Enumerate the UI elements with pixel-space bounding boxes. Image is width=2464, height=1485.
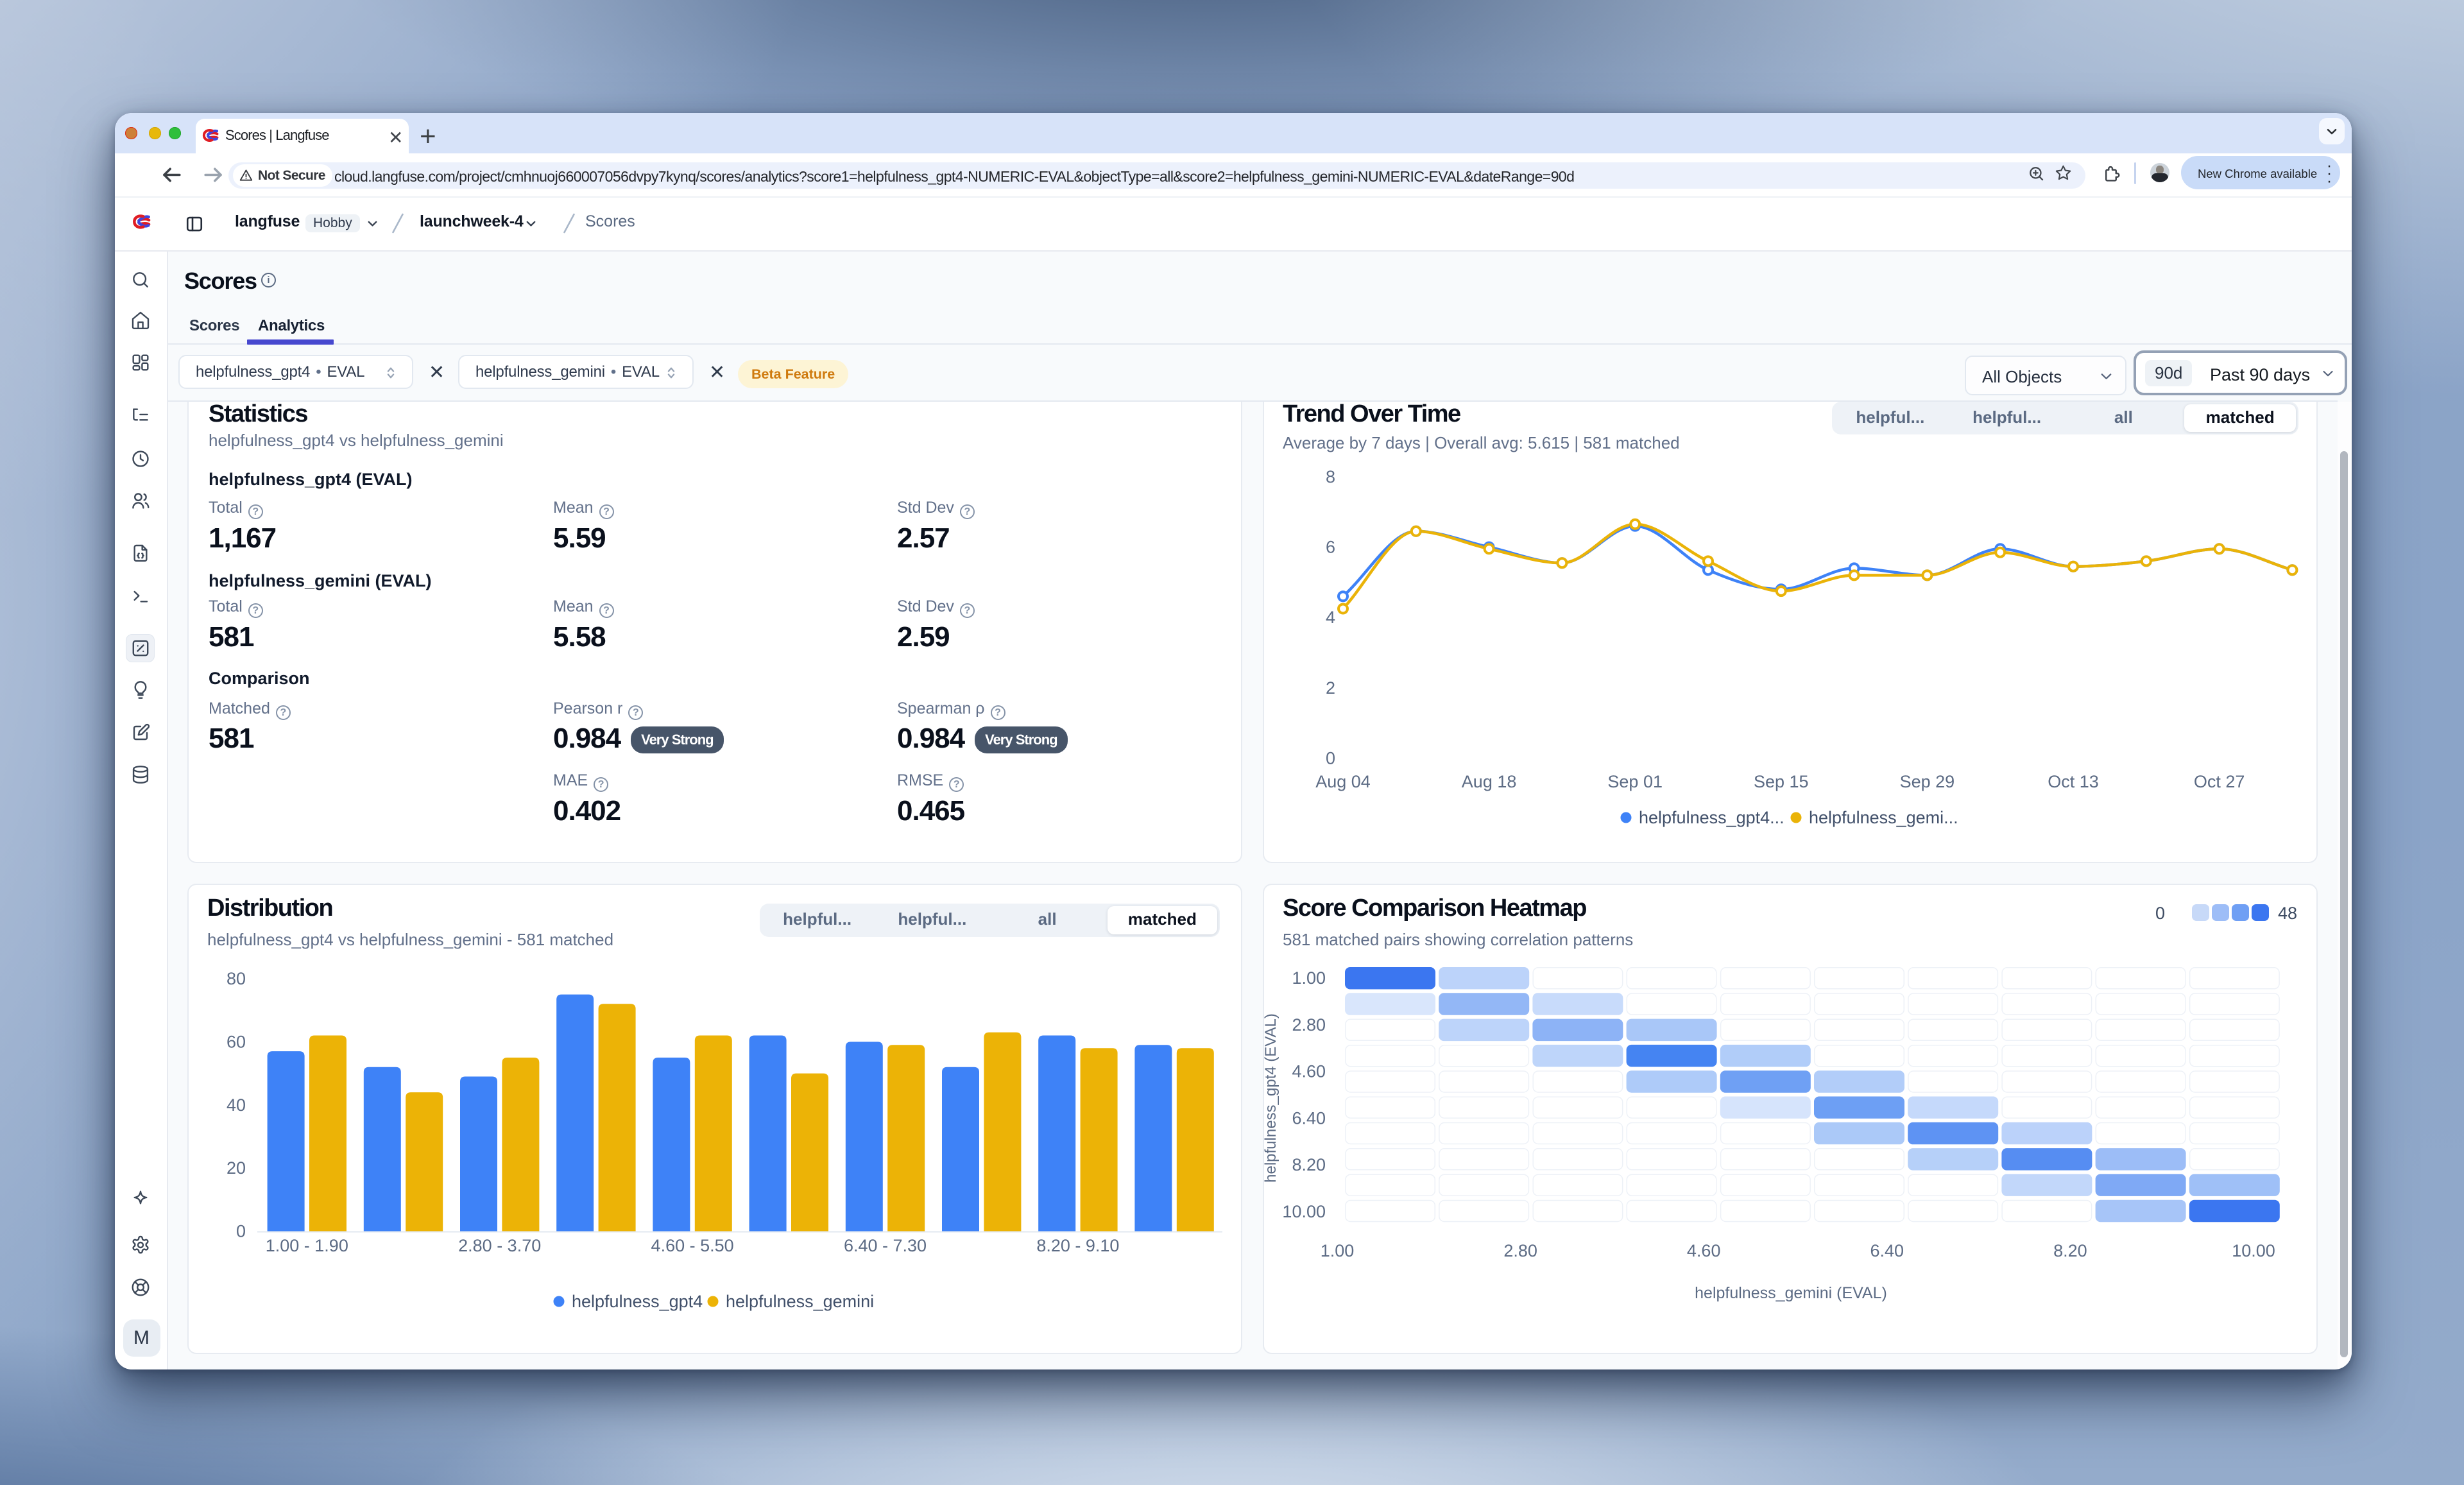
svg-text:8.20 - 9.10: 8.20 - 9.10	[1036, 1236, 1119, 1255]
svg-text:0: 0	[236, 1222, 246, 1241]
svg-text:1.00 - 1.90: 1.00 - 1.90	[266, 1236, 348, 1255]
svg-text:80: 80	[227, 969, 246, 988]
svg-text:4.60: 4.60	[1292, 1062, 1326, 1081]
svg-text:2.80 - 3.70: 2.80 - 3.70	[458, 1236, 541, 1255]
svg-text:helpfulness_gemi...: helpfulness_gemi...	[1809, 808, 1958, 827]
svg-text:4.60: 4.60	[1687, 1241, 1721, 1260]
svg-text:6.40 - 7.30: 6.40 - 7.30	[844, 1236, 927, 1255]
svg-text:40: 40	[227, 1095, 246, 1115]
svg-text:helpfulness_gemini (EVAL): helpfulness_gemini (EVAL)	[1695, 1284, 1887, 1302]
svg-text:4.60 - 5.50: 4.60 - 5.50	[651, 1236, 734, 1255]
svg-text:8.20: 8.20	[2053, 1241, 2087, 1260]
svg-text:10.00: 10.00	[1282, 1202, 1326, 1221]
svg-text:20: 20	[227, 1158, 246, 1178]
svg-text:0: 0	[1326, 749, 1335, 768]
svg-text:2: 2	[1326, 678, 1335, 698]
svg-text:Aug 04: Aug 04	[1315, 772, 1371, 791]
svg-text:6.40: 6.40	[1292, 1108, 1326, 1128]
svg-text:8: 8	[1326, 467, 1335, 486]
svg-text:Sep 29: Sep 29	[1900, 772, 1955, 791]
svg-text:helpfulness_gpt4: helpfulness_gpt4	[572, 1292, 703, 1311]
svg-text:Aug 18: Aug 18	[1462, 772, 1517, 791]
svg-text:6: 6	[1326, 538, 1335, 557]
svg-text:helpfulness_gpt4...: helpfulness_gpt4...	[1639, 808, 1784, 827]
svg-text:1.00: 1.00	[1321, 1241, 1355, 1260]
svg-text:8.20: 8.20	[1292, 1155, 1326, 1174]
svg-text:Oct 27: Oct 27	[2194, 772, 2245, 791]
svg-text:Sep 15: Sep 15	[1754, 772, 1809, 791]
svg-text:2.80: 2.80	[1503, 1241, 1537, 1260]
svg-text:60: 60	[227, 1032, 246, 1051]
svg-text:10.00: 10.00	[2232, 1241, 2275, 1260]
svg-text:1.00: 1.00	[1292, 968, 1326, 988]
svg-text:helpfulness_gemini: helpfulness_gemini	[726, 1292, 874, 1311]
svg-text:2.80: 2.80	[1292, 1015, 1326, 1034]
svg-text:helpfulness_gpt4 (EVAL): helpfulness_gpt4 (EVAL)	[1262, 1013, 1279, 1183]
svg-text:6.40: 6.40	[1870, 1241, 1904, 1260]
svg-text:Oct 13: Oct 13	[2048, 772, 2099, 791]
svg-text:Sep 01: Sep 01	[1607, 772, 1663, 791]
svg-text:4: 4	[1326, 608, 1335, 627]
